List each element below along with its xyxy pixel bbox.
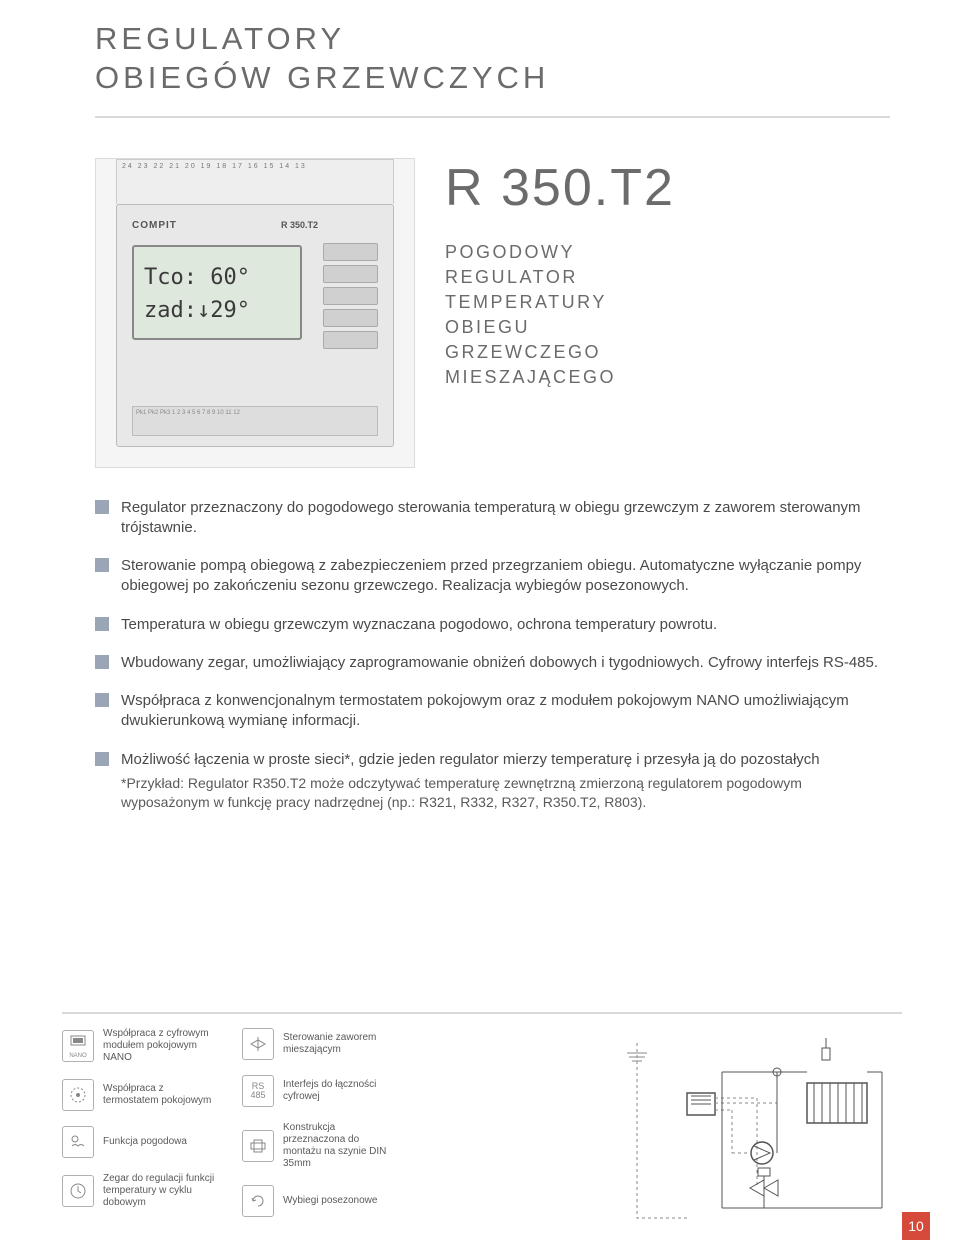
- bullet-square-icon: [95, 617, 109, 631]
- bullet-item: Sterowanie pompą obiegową z zabezpieczen…: [95, 556, 890, 597]
- features-section: NANO Współpraca z cyfrowym modułem pokoj…: [62, 1012, 902, 1228]
- product-subtitle: POGODOWY REGULATOR TEMPERATURY OBIEGU GR…: [445, 240, 960, 391]
- bullet-square-icon: [95, 655, 109, 669]
- cycle-icon: [242, 1185, 274, 1217]
- bullet-item: Temperatura w obiegu grzewczym wyznaczan…: [95, 615, 890, 635]
- feature-label: Zegar do regulacji funkcji temperatury w…: [103, 1173, 218, 1209]
- bullet-subnote: *Przykład: Regulator R350.T2 może odczyt…: [121, 774, 890, 812]
- bullet-text: Temperatura w obiegu grzewczym wyznaczan…: [121, 615, 890, 635]
- feature-item: Współpraca z termostatem pokojowym: [62, 1079, 218, 1111]
- bullet-square-icon: [95, 500, 109, 514]
- clock-icon: [62, 1175, 94, 1207]
- page-number-badge: 10: [902, 1212, 930, 1240]
- feature-col-2: Sterowanie zaworem mieszającym RS485 Int…: [242, 1028, 398, 1228]
- feature-col-1: NANO Współpraca z cyfrowym modułem pokoj…: [62, 1028, 218, 1228]
- bullet-item: Regulator przeznaczony do pogodowego ste…: [95, 498, 890, 539]
- feature-columns: NANO Współpraca z cyfrowym modułem pokoj…: [62, 1028, 398, 1228]
- product-row: 24 23 22 21 20 19 18 17 16 15 14 13 COMP…: [0, 118, 960, 468]
- bullet-text: Współpraca z konwencjonalnym termostatem…: [121, 691, 890, 732]
- feature-item: Zegar do regulacji funkcji temperatury w…: [62, 1173, 218, 1209]
- weather-icon: [62, 1126, 94, 1158]
- device-model-label: R 350.T2: [281, 220, 318, 230]
- feature-item: NANO Współpraca z cyfrowym modułem pokoj…: [62, 1028, 218, 1064]
- heating-schematic: [602, 1028, 902, 1228]
- lcd-line1: Tco: 60°: [144, 265, 250, 290]
- feature-label: Wybiegi posezonowe: [283, 1195, 377, 1207]
- bullet-text: Możliwość łączenia w proste sieci*, gdzi…: [121, 750, 890, 812]
- bullets-list: Regulator przeznaczony do pogodowego ste…: [0, 468, 960, 812]
- nano-icon: NANO: [62, 1030, 94, 1062]
- lcd-line2: zad:↓29°: [144, 298, 250, 323]
- header-line1: REGULATORY: [95, 21, 345, 56]
- bullet-text: Regulator przeznaczony do pogodowego ste…: [121, 498, 890, 539]
- feature-item: RS485 Interfejs do łączności cyfrowej: [242, 1075, 398, 1107]
- device-photo: 24 23 22 21 20 19 18 17 16 15 14 13 COMP…: [95, 158, 415, 468]
- device-brand-label: COMPIT: [132, 220, 177, 231]
- header-title: REGULATORY OBIEGÓW GRZEWCZYCH: [95, 20, 960, 98]
- device-buttons: [323, 243, 378, 349]
- bullet-item: Wbudowany zegar, umożliwiający zaprogram…: [95, 653, 890, 673]
- bullet-square-icon: [95, 752, 109, 766]
- device-terminal-strip: 24 23 22 21 20 19 18 17 16 15 14 13: [116, 159, 394, 204]
- bullet-item: Możliwość łączenia w proste sieci*, gdzi…: [95, 750, 890, 812]
- feature-item: Konstrukcja przeznaczona do montażu na s…: [242, 1122, 398, 1170]
- valve-icon: [242, 1028, 274, 1060]
- page-number: 10: [908, 1218, 924, 1234]
- bullet-text: Wbudowany zegar, umożliwiający zaprogram…: [121, 653, 890, 673]
- feature-label: Funkcja pogodowa: [103, 1136, 187, 1148]
- device-body: COMPIT R 350.T2 Tco: 60° zad:↓29° Pk1 Pk…: [116, 204, 394, 447]
- bullet-text: Sterowanie pompą obiegową z zabezpieczen…: [121, 556, 890, 597]
- bullet-square-icon: [95, 558, 109, 572]
- device-bottom-strip: Pk1 Pk2 Pk3 1 2 3 4 5 6 7 8 9 10 11 12: [132, 406, 378, 436]
- din-rail-icon: [242, 1130, 274, 1162]
- rs485-icon: RS485: [242, 1075, 274, 1107]
- thermostat-icon: [62, 1079, 94, 1111]
- feature-label: Współpraca z termostatem pokojowym: [103, 1083, 218, 1107]
- bullet-square-icon: [95, 693, 109, 707]
- feature-label: Współpraca z cyfrowym modułem pokojowym …: [103, 1028, 218, 1064]
- bullet-item: Współpraca z konwencjonalnym termostatem…: [95, 691, 890, 732]
- feature-label: Konstrukcja przeznaczona do montażu na s…: [283, 1122, 398, 1170]
- feature-label: Sterowanie zaworem mieszającym: [283, 1032, 398, 1056]
- device-lcd: Tco: 60° zad:↓29°: [132, 245, 302, 340]
- product-title-block: R 350.T2 POGODOWY REGULATOR TEMPERATURY …: [445, 158, 960, 468]
- feature-item: Sterowanie zaworem mieszającym: [242, 1028, 398, 1060]
- feature-item: Wybiegi posezonowe: [242, 1185, 398, 1217]
- feature-item: Funkcja pogodowa: [62, 1126, 218, 1158]
- feature-label: Interfejs do łączności cyfrowej: [283, 1079, 398, 1103]
- page-header: REGULATORY OBIEGÓW GRZEWCZYCH: [0, 0, 960, 118]
- product-model: R 350.T2: [445, 158, 960, 218]
- header-line2: OBIEGÓW GRZEWCZYCH: [95, 60, 549, 95]
